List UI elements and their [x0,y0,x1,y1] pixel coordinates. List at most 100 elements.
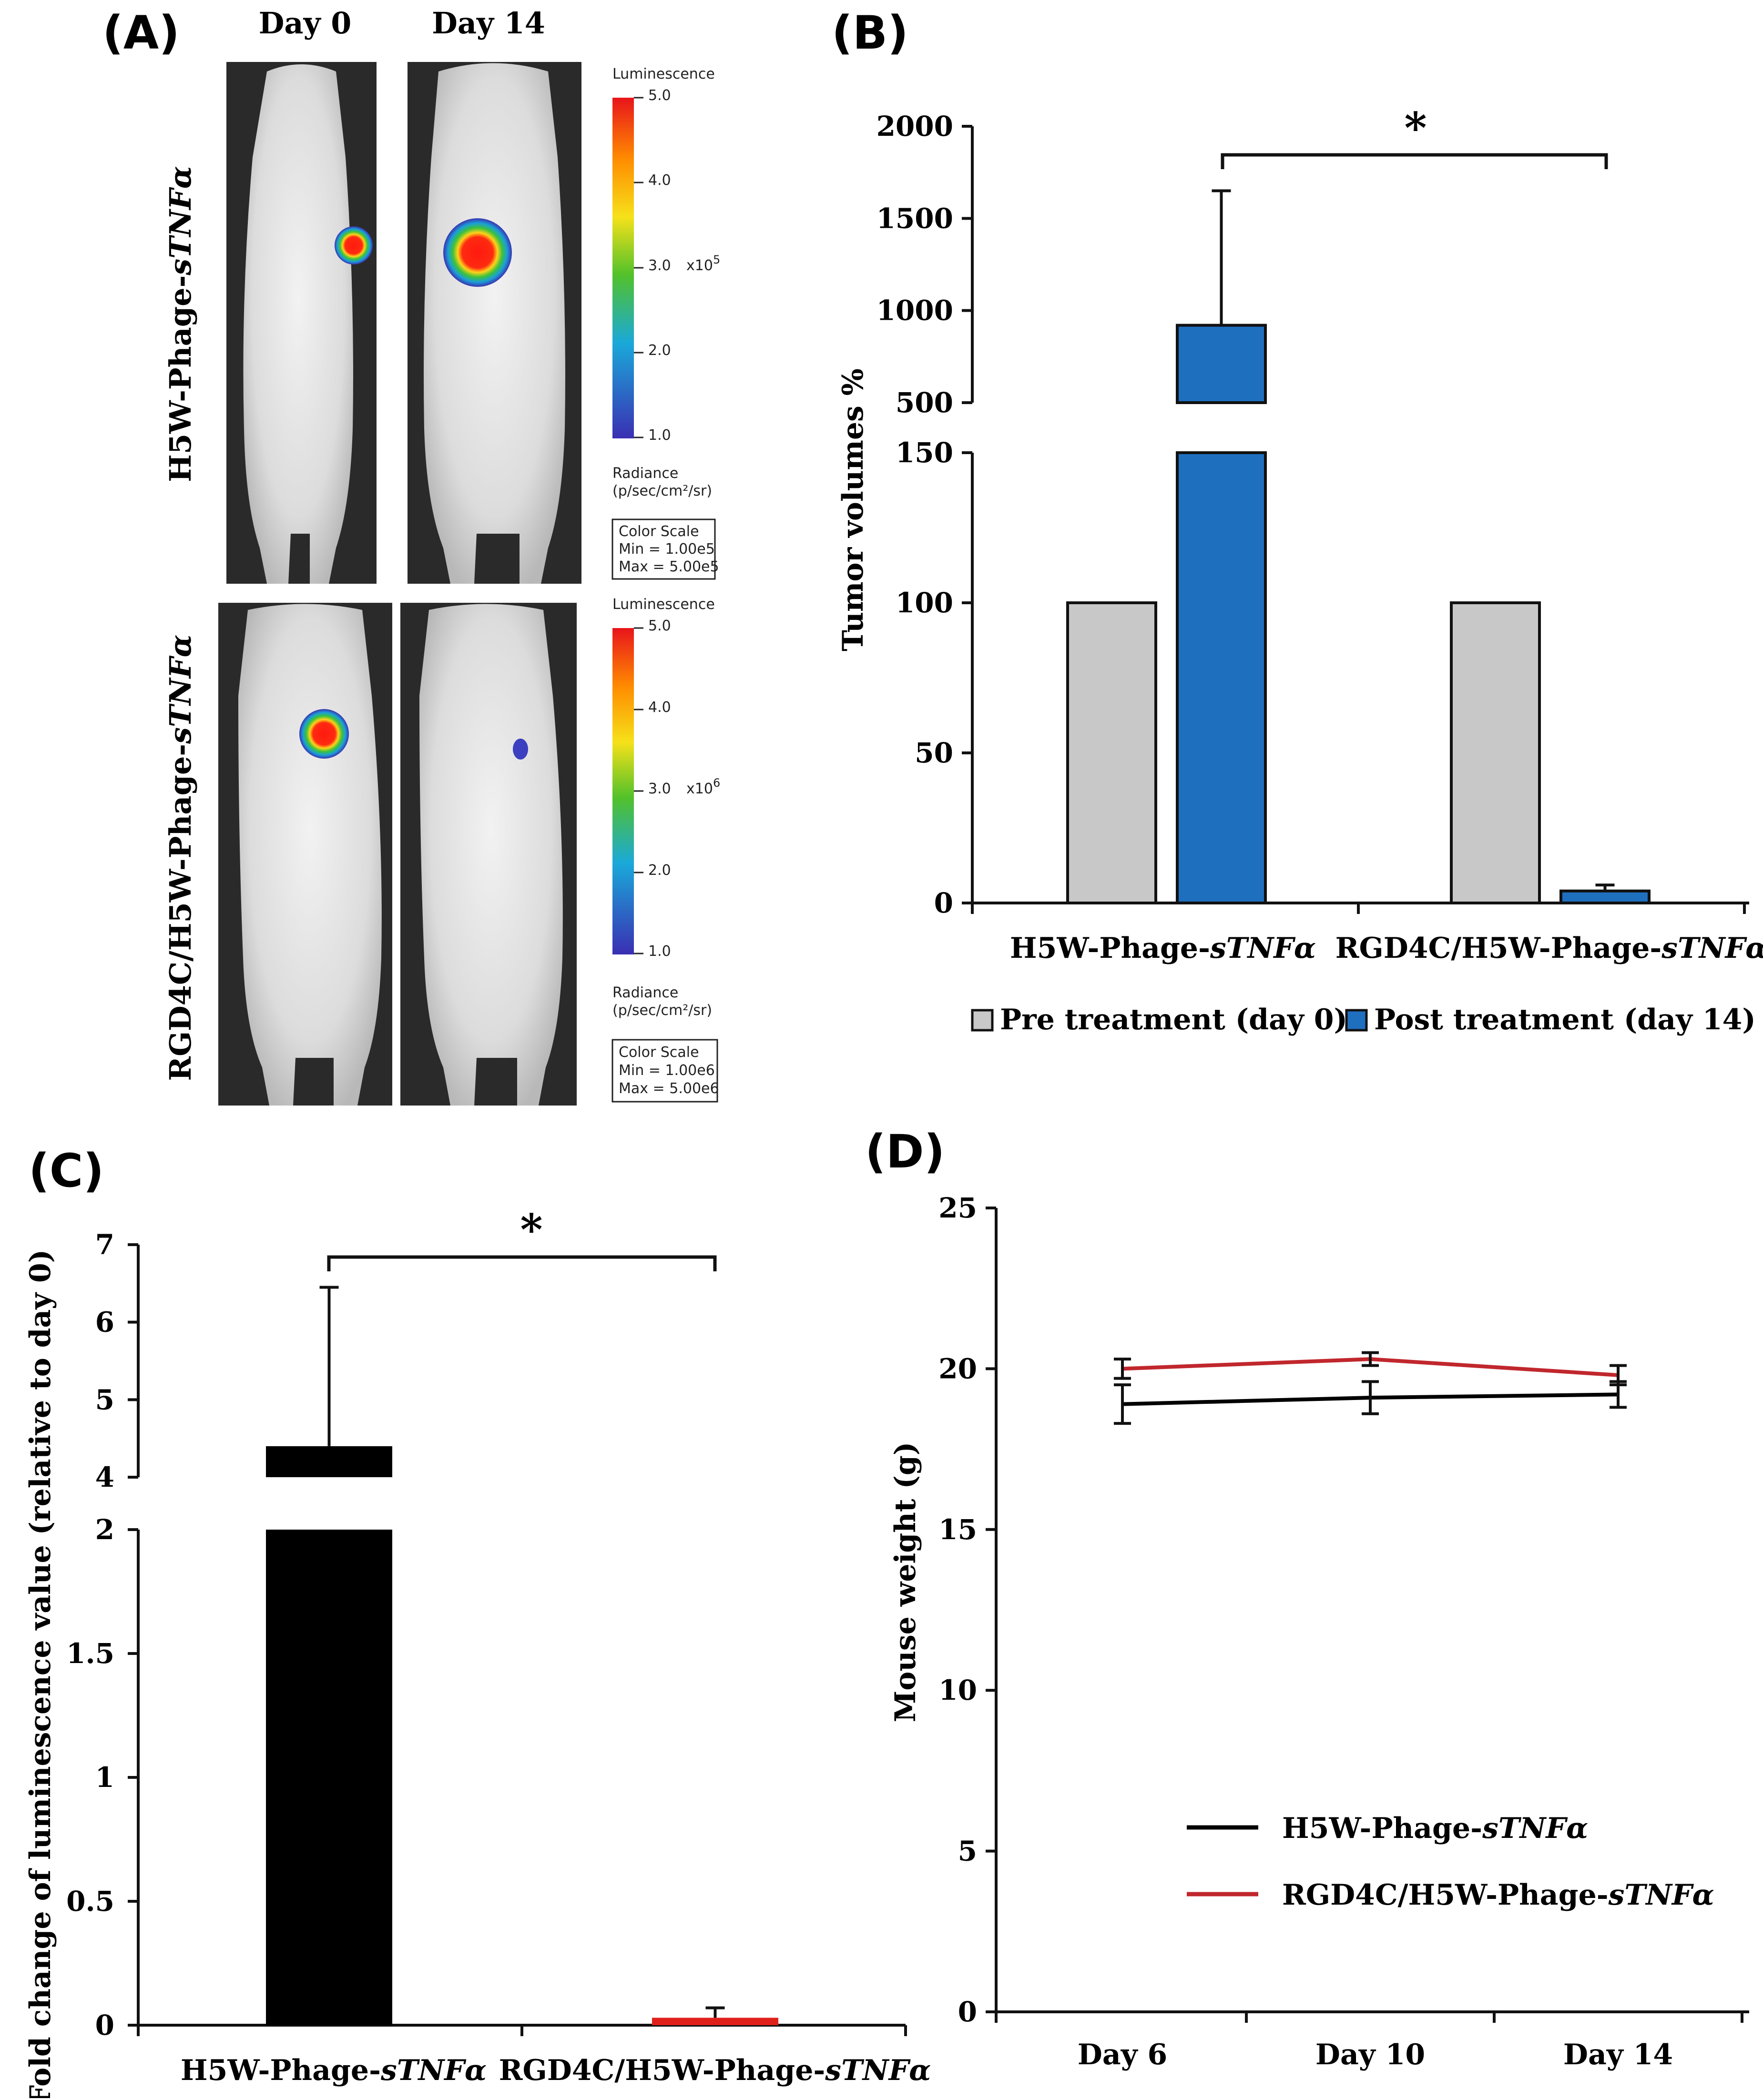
scale1-title: Luminescence [612,66,715,82]
scale2-tick-3: 3.0 [648,781,671,797]
scale2-box-max: Max = 5.00e6 [619,1080,719,1097]
panel-c-ytick-label: 0.5 [66,1885,114,1917]
scale2-gradient-bar [612,628,634,954]
panel-b-ytick-label: 100 [896,587,953,619]
scale2-tick-2: 2.0 [648,862,671,879]
panel-b-ytick-label: 50 [915,737,953,769]
scale1-radiance-units: (p/sec/cm²/sr) [612,483,712,499]
scale2-tick-5: 5.0 [648,618,671,634]
column-label-day14: Day 14 [432,6,545,41]
panel-b-ylabel: Tumor volumes % [836,368,870,651]
scale1-tick-4: 4.0 [648,172,671,189]
panel-c-ytick-label: 5 [95,1383,114,1416]
panel-a-label: (A) [102,6,180,60]
scale2-box-title: Color Scale [619,1044,699,1061]
panel-b-ytick-label: 2000 [876,110,953,142]
panel-c: (C) Fold change of luminescence value (r… [24,1144,931,2100]
panel-b-bar-s2-c2 [1559,889,1651,905]
scale1-tick-1: 1.0 [648,427,671,444]
panel-c-ytick-label: 1 [95,1761,114,1794]
panel-b-significance-bracket [1221,153,1608,169]
panel-b-bar-s2-c1-upper [1176,324,1267,404]
panel-d-ytick-label: 20 [938,1352,977,1385]
panel-b-category-2: RGD4C/H5W-Phage-sTNFα [1335,932,1763,965]
legend-label-rgd4c: RGD4C/H5W-Phage-sTNFα [1282,1878,1714,1912]
mouse-image-h5w-day0 [226,62,377,584]
panel-d-ytick-label: 10 [938,1674,977,1706]
scale1-multiplier: x105 [686,253,720,274]
signal-blob-rgd4c-day14 [513,739,528,760]
panel-c-ytick-label: 4 [95,1461,114,1493]
panel-d-xtick-label: Day 6 [1078,2038,1167,2071]
panel-c-ytick-label: 2 [95,1513,114,1546]
panel-b-ytick-label: 1500 [876,202,953,234]
panel-b-ytick-label: 150 [896,436,953,469]
scale1-box-title: Color Scale [619,523,699,540]
panel-d-ylabel: Mouse weight (g) [889,1442,922,1722]
mouse-image-h5w-day14 [408,62,581,584]
panel-d-label: (D) [865,1125,945,1178]
panel-c-label: (C) [29,1144,104,1197]
color-scale-2: Luminescence 5.0 4.0 3.0 2.0 1.0 x106 Ra… [611,596,720,1103]
scale1-box-min: Min = 1.00e5 [619,541,715,558]
scale1-gradient-bar [612,98,634,438]
panel-c-bar-1-upper [266,1446,392,1477]
column-label-day0: Day 0 [259,6,352,41]
signal-blob-rgd4c-day0 [299,709,349,759]
panel-b-ytick-label: 1000 [876,294,953,327]
scale2-radiance: Radiance [612,984,678,1001]
row-label-rgd4c: RGD4C/H5W-Phage-sTNFα [163,635,198,1081]
panel-d-ytick-label: 25 [938,1192,977,1224]
signal-blob-h5w-day0 [335,226,373,264]
panel-d-xtick-label: Day 10 [1315,2038,1425,2071]
legend-label-pre: Pre treatment (day 0) [1000,1003,1347,1036]
panel-b-label: (B) [832,6,908,60]
legend-swatch-post [1345,1009,1368,1032]
panel-b-bar-s1-c1 [1066,601,1157,904]
panel-c-ytick-label: 1.5 [66,1637,114,1670]
panel-c-significance-star: * [520,1205,542,1255]
panel-d-ytick-label: 5 [958,1835,977,1867]
mouse-image-rgd4c-day0 [218,603,392,1106]
panel-d-ytick-label: 15 [938,1513,977,1546]
panel-c-bar-1-lower [266,1530,392,2025]
panel-c-ytick-label: 7 [95,1228,114,1261]
scale1-box [611,518,716,580]
legend-swatch-pre [971,1009,994,1032]
scale2-title: Luminescence [612,596,715,613]
scale1-radiance: Radiance [612,465,678,482]
panel-b-bar-s2-c1-lower [1176,451,1267,904]
scale2-radiance-units: (p/sec/cm²/sr) [612,1002,712,1019]
panel-c-significance-bracket [327,1255,717,1271]
scale2-tick-1: 1.0 [648,943,671,960]
row-label-h5w: H5W-Phage-sTNFα [163,166,198,482]
panel-b-bar-s1-c2 [1450,601,1541,904]
color-scale-1: Luminescence 5.0 4.0 3.0 2.0 1.0 x105 Ra… [611,66,720,580]
panel-d-xtick-label: Day 14 [1563,2038,1673,2071]
panel-b-category-1: H5W-Phage-sTNFα [1010,932,1316,965]
panel-b-ytick-label: 0 [934,887,953,919]
panel-c-ytick-label: 6 [95,1306,114,1339]
legend-label-h5w: H5W-Phage-sTNFα [1282,1812,1588,1845]
mouse-image-rgd4c-day14 [400,603,577,1106]
panel-b: (B) Tumor volumes % 0 50 100 150 500 1000 1500… [832,6,1763,1036]
panel-d-ytick-label: 0 [958,1996,977,2028]
panel-c-ylabel: Fold change of luminescence value (relat… [24,1249,57,2098]
panel-c-ytick-label: 0 [95,2009,114,2041]
panel-d: (D) Mouse weight (g) 0 5 10 15 20 25 Day 6 Day … [865,1125,1749,2071]
scale2-box [611,1039,718,1103]
panel-b-significance-star: * [1404,103,1427,153]
scale2-multiplier: x106 [686,776,720,797]
signal-blob-h5w-day14 [443,218,512,287]
panel-b-ytick-label: 500 [896,386,953,419]
panel-c-category-1: H5W-Phage-sTNFα [181,2054,487,2087]
scale1-tick-3: 3.0 [648,257,671,274]
scale2-box-min: Min = 1.00e6 [619,1062,715,1079]
scale1-tick-2: 2.0 [648,342,671,359]
scale2-tick-4: 4.0 [648,699,671,716]
legend-label-post: Post treatment (day 14) [1374,1003,1756,1036]
panel-a: (A) Day 0 Day 14 H5W-Phage-sTNFα RGD4C/H… [102,6,720,1106]
scale1-box-max: Max = 5.00e5 [619,558,719,575]
scale1-tick-5: 5.0 [648,87,671,104]
